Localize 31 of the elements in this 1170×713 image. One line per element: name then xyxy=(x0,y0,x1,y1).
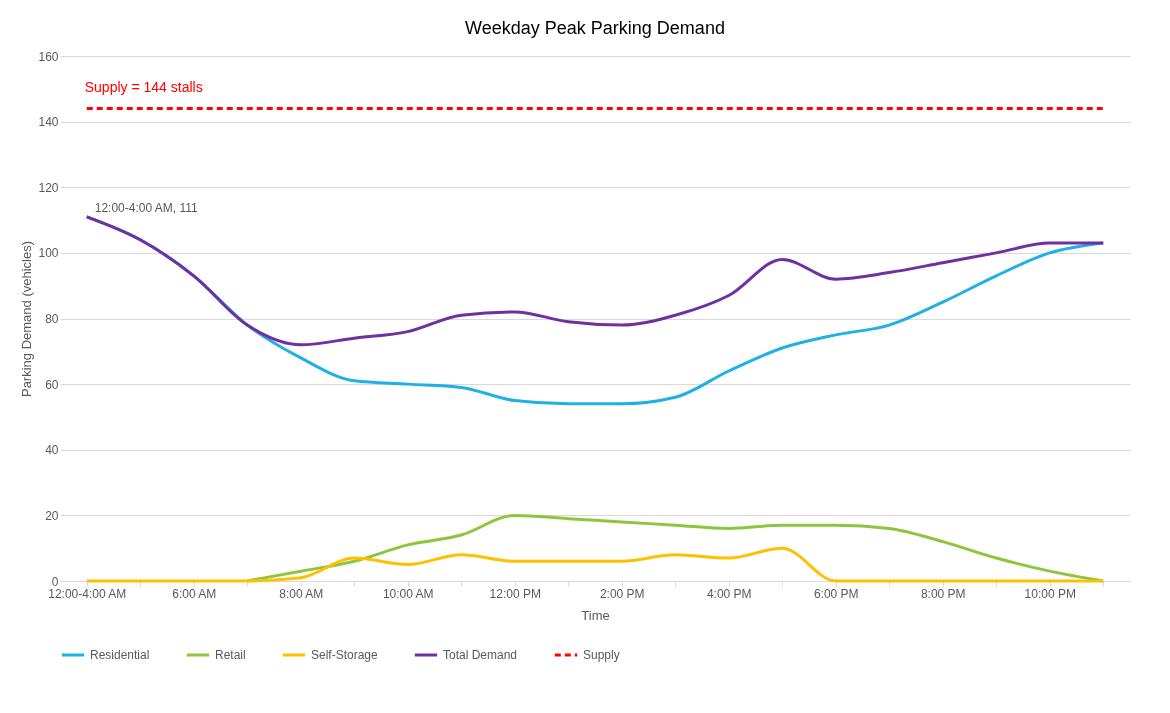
x-tick-label: 10:00 AM xyxy=(382,586,434,601)
x-axis-title: Time xyxy=(581,607,610,623)
y-tick-label: 0 xyxy=(51,574,59,589)
annotation: Supply = 144 stalls xyxy=(84,78,203,95)
legend-label: Retail xyxy=(215,648,246,662)
x-tick-label: 10:00 PM xyxy=(1024,586,1076,601)
legend-label: Residential xyxy=(90,648,150,662)
y-tick-label: 40 xyxy=(45,443,59,458)
line-series xyxy=(85,546,1105,583)
y-tick-label: 80 xyxy=(45,312,59,326)
y-tick-label: 60 xyxy=(45,377,59,392)
y-axis-title: Parking Demand (vehicles) xyxy=(19,240,35,398)
legend-label: Total Demand xyxy=(443,648,518,662)
y-tick-label: 20 xyxy=(45,508,59,523)
y-tick-label: 160 xyxy=(38,49,59,64)
x-tick-label: 6:00 AM xyxy=(172,586,217,601)
x-tick-label: 8:00 PM xyxy=(920,586,966,601)
legend-label: Supply xyxy=(583,648,620,662)
legend-label: Self-Storage xyxy=(311,648,379,662)
y-tick-label: 140 xyxy=(38,115,59,130)
line-series xyxy=(85,215,1105,347)
x-tick-label: 12:00 PM xyxy=(489,586,541,601)
x-tick-label: 6:00 PM xyxy=(813,586,859,601)
x-tick-label: 4:00 PM xyxy=(706,586,752,601)
annotation: 12:00-4:00 AM, 111 xyxy=(94,200,199,215)
x-tick-label: 8:00 AM xyxy=(279,586,324,601)
chart-title: Weekday Peak Parking Demand xyxy=(465,18,725,38)
y-tick-label: 100 xyxy=(38,246,59,261)
x-tick-label: 2:00 PM xyxy=(599,586,645,601)
x-tick-label: 12:00-4:00 AM xyxy=(48,586,127,601)
y-tick-label: 120 xyxy=(38,180,59,195)
